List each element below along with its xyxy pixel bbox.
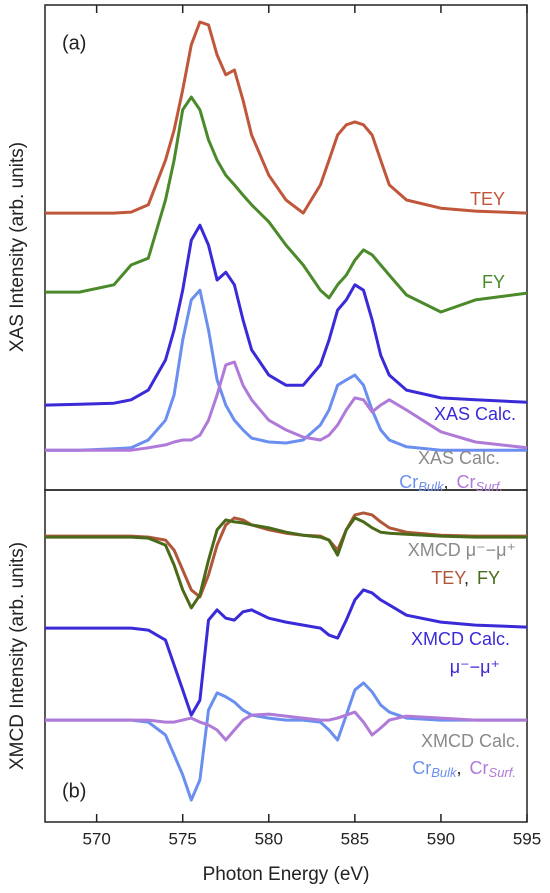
series-line bbox=[45, 288, 527, 452]
legend-text: Cr bbox=[399, 472, 418, 492]
legend-label: TEY, FY bbox=[431, 568, 500, 588]
legend-text: Cr bbox=[457, 472, 476, 492]
x-tick-label: 575 bbox=[169, 829, 197, 848]
panel-label: (a) bbox=[62, 32, 86, 54]
legend-text: μ⁻−μ⁺ bbox=[450, 657, 500, 677]
legend-label: μ⁻−μ⁺ bbox=[450, 657, 500, 677]
legend-text: FY bbox=[477, 568, 500, 588]
legend-label: FY bbox=[482, 272, 505, 292]
legend-label: XMCD μ⁻−μ⁺ bbox=[408, 540, 516, 560]
legend-label: TEY bbox=[470, 189, 505, 209]
legend-text: TEY bbox=[470, 189, 505, 209]
series-line bbox=[44, 223, 528, 407]
legend-text: Surf. bbox=[489, 765, 516, 780]
legend-label: CrBulk, CrSurf. bbox=[399, 472, 503, 495]
legend-text: FY bbox=[482, 272, 505, 292]
series-line bbox=[45, 360, 528, 452]
legend-text: , bbox=[464, 568, 469, 588]
series-line bbox=[45, 516, 527, 610]
legend-label: XMCD Calc. bbox=[411, 629, 510, 649]
legend-text: XMCD Calc. bbox=[411, 629, 510, 649]
series-line bbox=[45, 20, 528, 215]
panel-b-frame bbox=[44, 489, 528, 823]
legend-label: CrBulk, CrSurf. bbox=[412, 758, 516, 781]
x-tick-label: 590 bbox=[427, 829, 455, 848]
legend-text: Surf. bbox=[476, 479, 503, 494]
series-line bbox=[45, 95, 528, 314]
legend-text: XMCD Calc. bbox=[421, 731, 520, 751]
legend-label: XAS Calc. bbox=[418, 448, 500, 468]
series-line bbox=[45, 710, 527, 742]
legend-label: XAS Calc. bbox=[434, 404, 516, 424]
legend-text: XAS Calc. bbox=[418, 448, 500, 468]
legend-text: XMCD μ⁻−μ⁺ bbox=[408, 540, 516, 560]
legend-text: Cr bbox=[470, 758, 489, 778]
panel-label: (b) bbox=[62, 780, 86, 802]
x-tick-label: 585 bbox=[341, 829, 369, 848]
series-line bbox=[45, 588, 528, 717]
legend-label: XMCD Calc. bbox=[421, 731, 520, 751]
legend-text: XAS Calc. bbox=[434, 404, 516, 424]
legend-text: Bulk bbox=[431, 765, 458, 780]
x-tick-label: 570 bbox=[82, 829, 110, 848]
y-axis-label: XMCD Intensity (arb. units) bbox=[7, 542, 28, 770]
x-tick-label: 580 bbox=[255, 829, 283, 848]
x-axis-label: Photon Energy (eV) bbox=[203, 864, 370, 885]
x-tick-label: 595 bbox=[513, 829, 541, 848]
legend-text: Cr bbox=[412, 758, 431, 778]
series-line bbox=[45, 681, 527, 802]
legend-text: TEY bbox=[431, 568, 466, 588]
legend-text: Bulk bbox=[418, 479, 445, 494]
legend-text: , bbox=[457, 758, 462, 778]
legend-text: , bbox=[444, 472, 449, 492]
y-axis-label: XAS Intensity (arb. units) bbox=[7, 142, 28, 352]
